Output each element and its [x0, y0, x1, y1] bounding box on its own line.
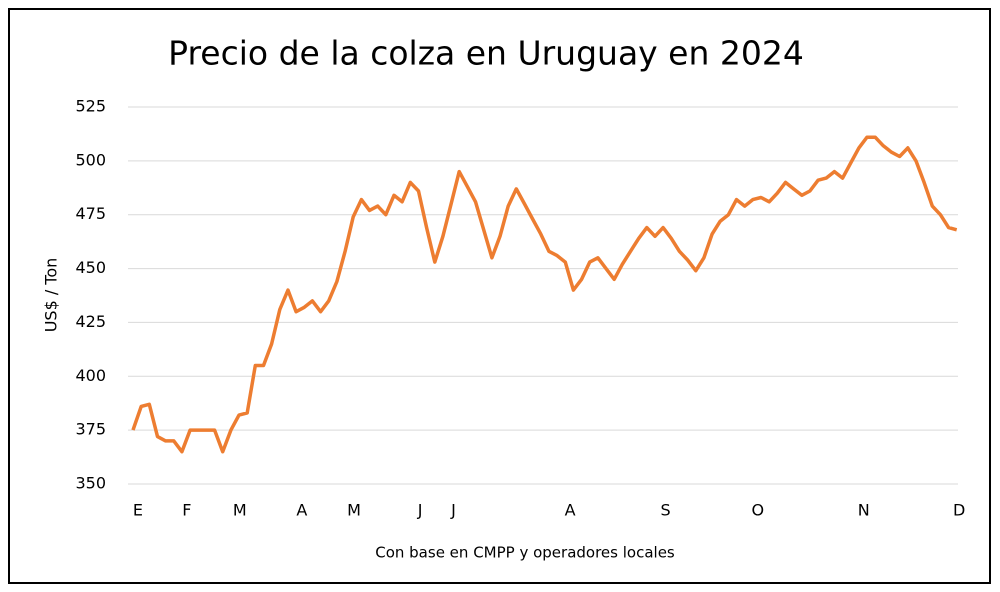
- x-tick-label: O: [751, 501, 764, 520]
- y-tick-label: 475: [75, 204, 106, 223]
- x-tick-label: J: [417, 501, 423, 520]
- x-tick-label: A: [565, 501, 576, 520]
- x-tick-label: A: [296, 501, 307, 520]
- y-tick-label: 500: [75, 150, 106, 169]
- y-tick-label: 375: [75, 420, 106, 439]
- y-tick-label: 450: [75, 258, 106, 277]
- x-tick-label: D: [953, 501, 965, 520]
- x-tick-label: N: [858, 501, 870, 520]
- x-tick-label: M: [347, 501, 361, 520]
- y-tick-label: 400: [75, 366, 106, 385]
- x-tick-label: E: [133, 501, 143, 520]
- x-tick-label: F: [182, 501, 191, 520]
- y-tick-label: 525: [75, 97, 106, 116]
- x-tick-label: J: [450, 501, 456, 520]
- footnote: Con base en CMPP y operadores locales: [375, 544, 675, 562]
- y-tick-label: 425: [75, 312, 106, 331]
- y-axis-label: US$ / Ton: [42, 258, 61, 333]
- chart-title: Precio de la colza en Uruguay en 2024: [168, 34, 804, 73]
- x-tick-label: M: [233, 501, 247, 520]
- x-tick-label: S: [660, 501, 670, 520]
- chart-border: [8, 8, 991, 584]
- price-line: [131, 135, 958, 454]
- y-tick-label: 350: [75, 474, 106, 493]
